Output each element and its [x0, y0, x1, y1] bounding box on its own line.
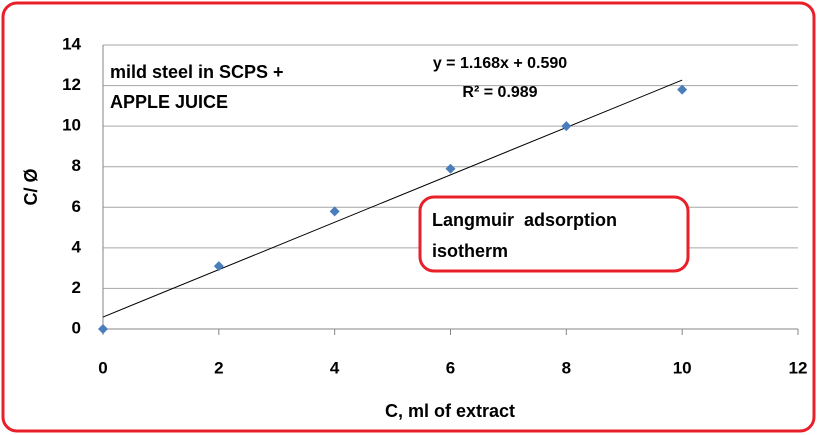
x-tick-label: 4 [330, 358, 340, 377]
x-tick-label: 2 [214, 358, 223, 377]
point [445, 163, 456, 174]
point [329, 206, 340, 217]
annotation: mild steel in SCPS + [110, 62, 284, 82]
callout: isotherm [432, 241, 508, 261]
y-tick-label: 14 [62, 34, 81, 53]
y-tick-label: 12 [62, 75, 81, 94]
point [98, 324, 108, 334]
x-tick-label: 12 [789, 358, 808, 377]
point [561, 121, 572, 132]
y-tick-label: 0 [72, 318, 81, 337]
x-tick-label: 8 [562, 358, 571, 377]
equation: y = 1.168x + 0.590 [433, 55, 567, 72]
point [213, 261, 224, 272]
y-tick-label: 10 [62, 116, 81, 135]
point [677, 84, 688, 95]
x-tick-label: 6 [446, 358, 455, 377]
y-tick-label: 8 [72, 156, 81, 175]
x-tick-label: 0 [98, 358, 107, 377]
trendline [102, 79, 683, 318]
annotation: APPLE JUICE [110, 92, 228, 112]
x-tick-label: 10 [673, 358, 692, 377]
callout-box [418, 195, 690, 273]
y-tick-label: 4 [72, 237, 82, 256]
callout: Langmuir adsorption [432, 210, 617, 230]
y-axis-label: C/ Ø [21, 168, 41, 205]
r-squared: R² = 0.989 [462, 84, 537, 101]
x-axis-label: C, ml of extract [385, 401, 515, 421]
y-tick-label: 2 [72, 278, 81, 297]
y-tick-label: 6 [72, 197, 81, 216]
